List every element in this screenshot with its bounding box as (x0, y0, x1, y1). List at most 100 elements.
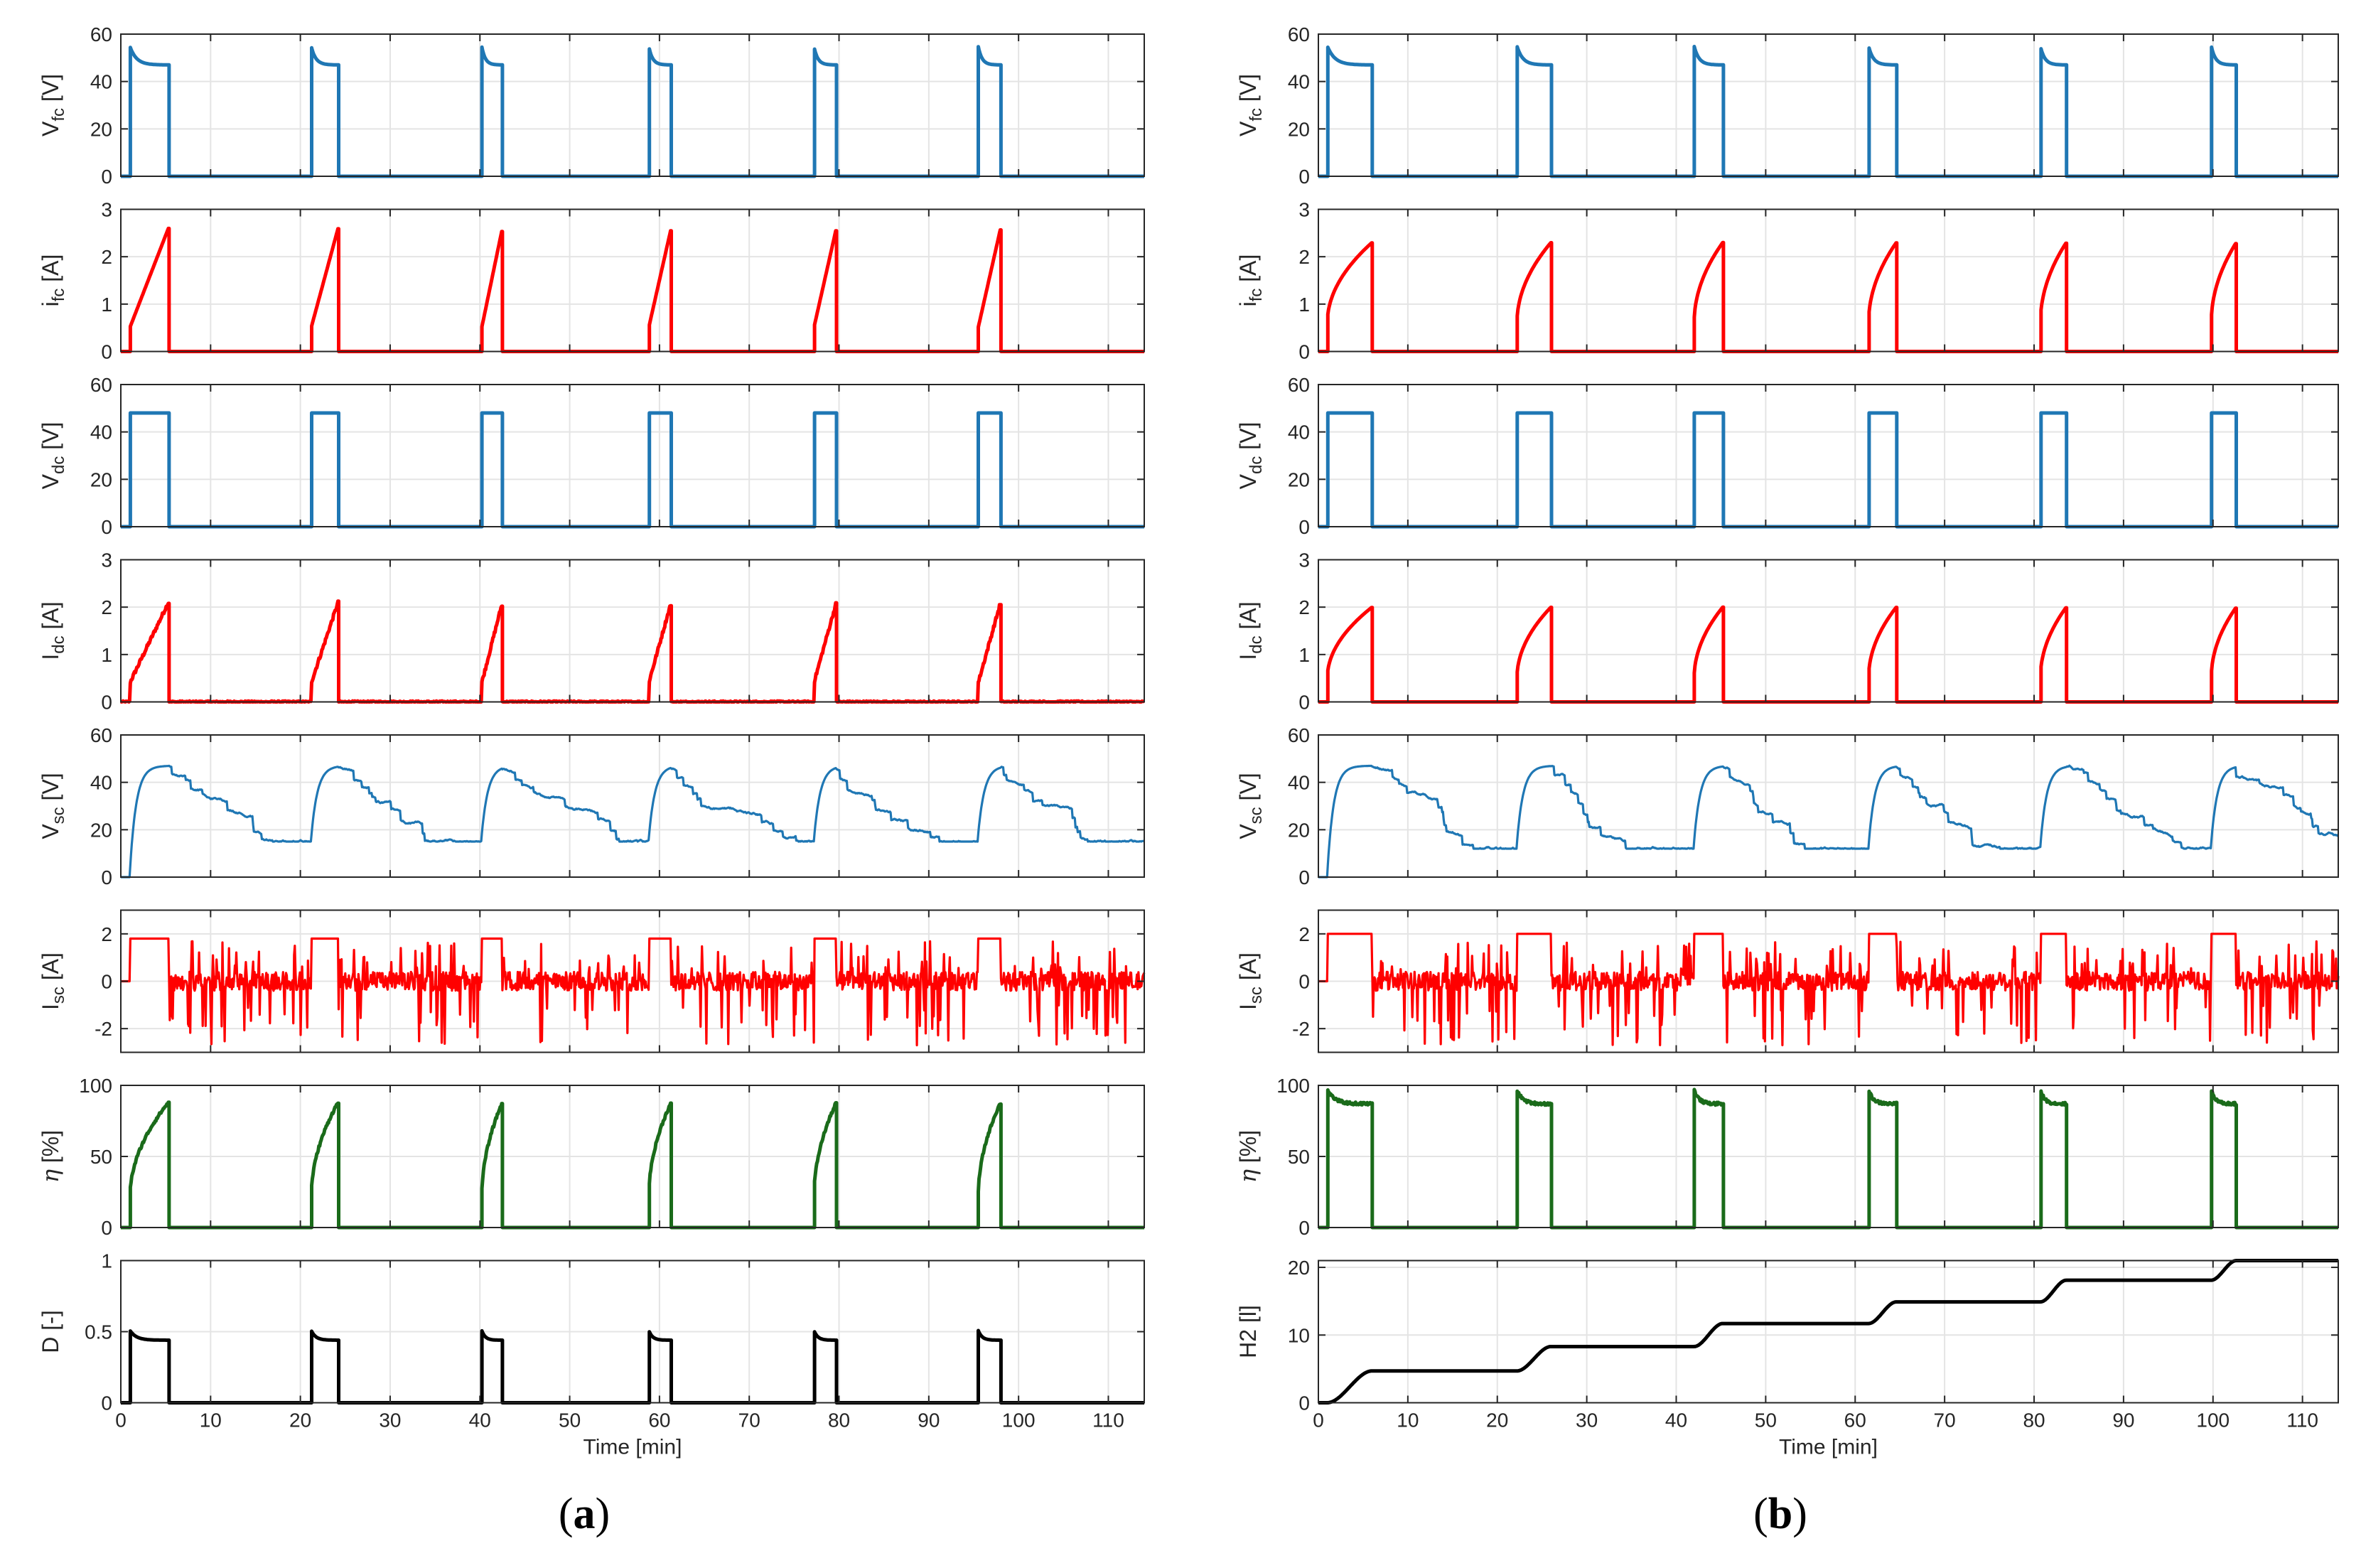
y-tick-label: 60 (90, 23, 112, 45)
series-line (119, 1328, 1146, 1405)
y-tick-label: 20 (1288, 118, 1310, 140)
x-tick-label: 70 (738, 1409, 760, 1432)
y-tick-label: 0 (101, 866, 112, 888)
axes-frame (1318, 1260, 2339, 1404)
series-line (120, 937, 1146, 1047)
y-tick-label: 10 (1288, 1324, 1310, 1346)
y-axis-label: Vdc [V] (1235, 422, 1266, 490)
y-axis-label: Vfc [V] (1235, 74, 1266, 136)
y-axis-label: Idc [A] (1235, 601, 1266, 660)
y-tick-label: 40 (90, 772, 112, 794)
y-axis-label: Isc [A] (1235, 952, 1266, 1010)
y-tick-label: 1 (1298, 644, 1310, 666)
y-axis-label: D [-] (38, 1310, 63, 1353)
series-line (119, 1100, 1146, 1230)
y-tick-label: 0 (1298, 971, 1310, 993)
x-tick-label: 90 (918, 1409, 940, 1432)
y-axis-label: Vfc [V] (38, 74, 68, 136)
series-line (119, 411, 1146, 529)
y-tick-label: 20 (1288, 819, 1310, 841)
series-line (1317, 45, 2340, 178)
series-line (1318, 933, 2340, 1046)
y-axis-label: η [%] (1235, 1130, 1262, 1183)
y-tick-label: 60 (90, 724, 112, 746)
y-tick-label: 1 (101, 644, 112, 666)
y-axis-label: Vsc [V] (38, 773, 68, 839)
y-tick-label: 1 (1298, 294, 1310, 316)
y-tick-label: 20 (1288, 1257, 1310, 1279)
y-tick-label: 2 (101, 596, 112, 618)
y-tick-label: 2 (101, 923, 112, 945)
y-tick-label: 100 (79, 1075, 112, 1097)
x-tick-label: 10 (200, 1409, 222, 1432)
x-tick-label: 100 (1002, 1409, 1036, 1432)
subplot-6: -2 0 2 Isc [A] (38, 909, 1146, 1053)
subplot-1: 0 20 40 60 Vfc [V] (1235, 23, 2340, 188)
y-axis-label: H2 [l] (1235, 1305, 1261, 1358)
subplot-7: 0 50 100 η [%] (1235, 1075, 2340, 1239)
subplot-4: 0 1 2 3 Idc [A] (1235, 549, 2340, 714)
axes-frame (1318, 734, 2339, 878)
y-tick-label: 0 (101, 1217, 112, 1239)
y-tick-label: -2 (1292, 1018, 1310, 1040)
y-tick-label: 50 (90, 1146, 112, 1168)
axes-frame (1318, 384, 2339, 527)
y-tick-label: 0 (101, 971, 112, 993)
axes-frame (120, 33, 1145, 177)
y-tick-label: 40 (1288, 71, 1310, 93)
y-axis-label: η [%] (37, 1130, 64, 1183)
y-tick-label: 2 (1298, 596, 1310, 618)
x-tick-label: 30 (379, 1409, 401, 1432)
y-tick-label: 2 (1298, 923, 1310, 945)
axes-frame (120, 208, 1145, 353)
y-tick-label: 1 (101, 294, 112, 316)
y-axis-label: ifc [A] (38, 254, 68, 307)
series-line (1317, 1088, 2340, 1230)
y-tick-label: 40 (90, 71, 112, 93)
series-line (1317, 240, 2340, 353)
y-tick-label: 3 (1298, 199, 1310, 221)
subplot-3: 0 20 40 60 Vdc [V] (1235, 374, 2340, 538)
axes-frame (1318, 208, 2339, 353)
x-tick-label: 90 (2112, 1409, 2134, 1432)
y-tick-label: 60 (1288, 374, 1310, 396)
y-tick-label: 0 (1298, 866, 1310, 888)
y-axis-label: Isc [A] (38, 952, 68, 1010)
subplot-5: 0 20 40 60 Vsc [V] (1235, 724, 2339, 888)
y-tick-label: -2 (95, 1018, 112, 1040)
y-tick-label: 1 (101, 1250, 112, 1272)
y-tick-label: 40 (1288, 772, 1310, 794)
series-line (119, 45, 1146, 178)
series-line (120, 764, 1145, 879)
x-tick-label: 20 (289, 1409, 311, 1432)
caption-b: (b) (1753, 1490, 1807, 1538)
y-axis-label: Idc [A] (38, 601, 68, 660)
subplot-5: 0 20 40 60 Vsc [V] (38, 724, 1145, 888)
x-tick-label: 70 (1934, 1409, 1956, 1432)
x-tick-label: 0 (1313, 1409, 1324, 1432)
x-tick-label: 20 (1486, 1409, 1508, 1432)
series-line (1318, 764, 2339, 879)
x-tick-label: 80 (828, 1409, 850, 1432)
y-tick-label: 60 (1288, 724, 1310, 746)
subplot-6: -2 0 2 Isc [A] (1235, 909, 2340, 1053)
series-line (119, 226, 1146, 353)
y-tick-label: 20 (90, 468, 112, 490)
x-tick-label: 80 (2023, 1409, 2045, 1432)
y-tick-label: 3 (1298, 549, 1310, 571)
x-axis-label: Time [min] (583, 1436, 682, 1459)
y-tick-label: 3 (101, 549, 112, 571)
y-tick-label: 40 (1288, 421, 1310, 444)
x-tick-label: 100 (2196, 1409, 2230, 1432)
subplot-7: 0 50 100 η [%] (37, 1075, 1146, 1239)
subplot-2: 0 1 2 3 ifc [A] (1235, 199, 2340, 363)
axes-frame (120, 734, 1145, 878)
subplot-2: 0 1 2 3 ifc [A] (38, 199, 1146, 363)
y-tick-label: 0 (101, 166, 112, 188)
subplot-8: 0 0.5 1 D [-] 0 10 20 30 40 50 60 70 80 90 100 110 Time … (38, 1250, 1146, 1459)
x-tick-label: 40 (469, 1409, 491, 1432)
y-axis-label: Vdc [V] (38, 422, 68, 490)
y-tick-label: 0 (101, 1392, 112, 1414)
y-tick-label: 50 (1288, 1146, 1310, 1168)
x-tick-label: 30 (1576, 1409, 1598, 1432)
